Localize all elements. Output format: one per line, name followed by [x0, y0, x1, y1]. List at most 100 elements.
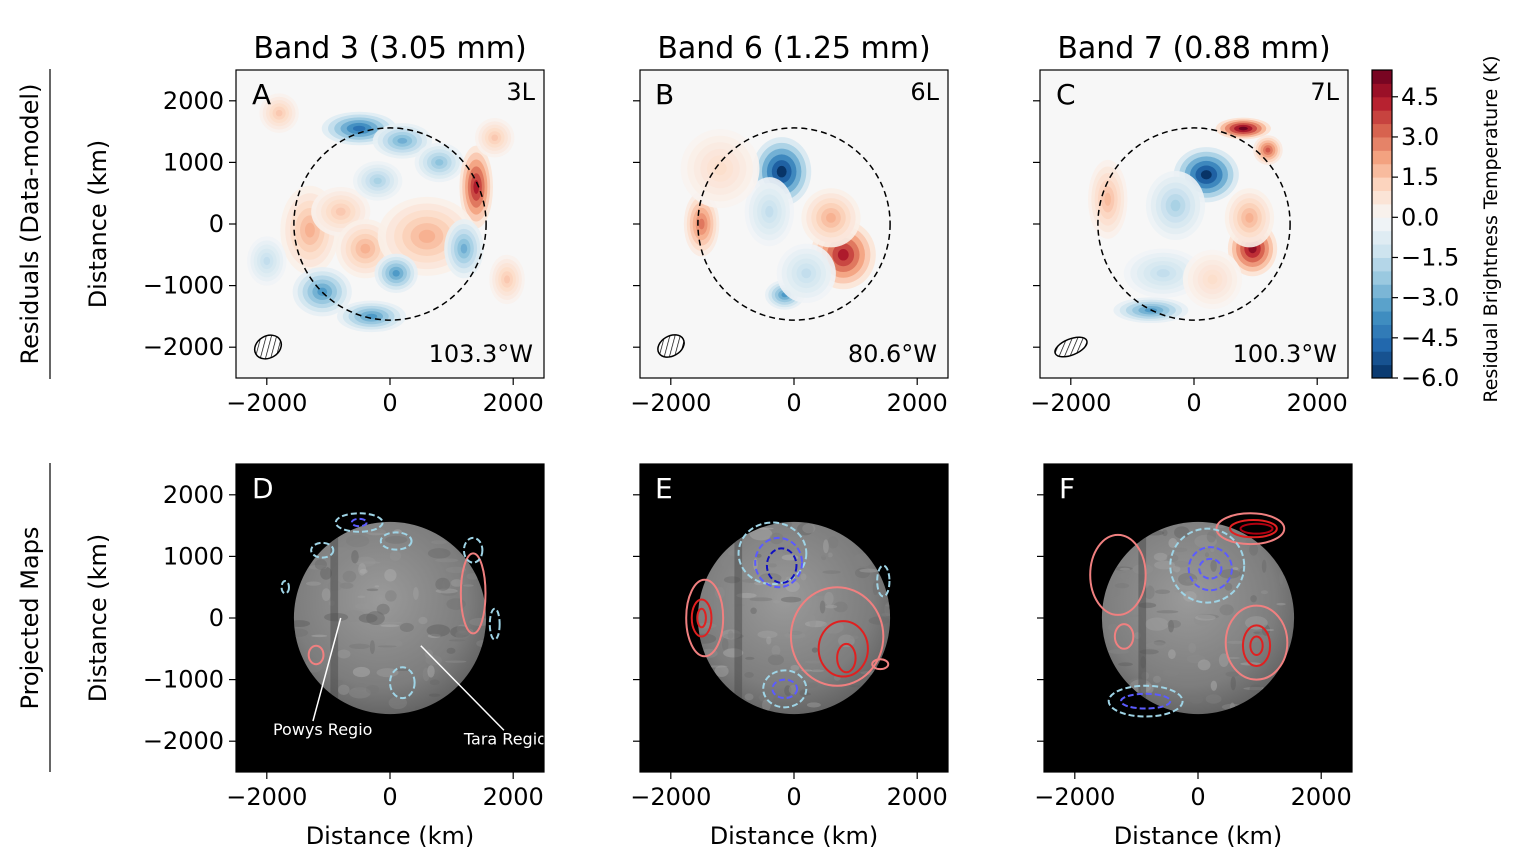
panel-f-surface-speckle	[1156, 610, 1179, 614]
panel-c-beam-icon	[1054, 336, 1088, 358]
panel-d-contour-3	[459, 552, 487, 635]
panel-d-surface-speckle	[389, 550, 402, 561]
colorbar-band-16	[1372, 150, 1392, 165]
panel-f-surface-speckle	[1261, 559, 1267, 573]
panel-f-surface-speckle	[1145, 641, 1167, 649]
colorbar-band-2	[1372, 337, 1392, 352]
colorbar-band-7	[1372, 270, 1392, 285]
colorbar-band-15	[1372, 163, 1392, 178]
panel-e-surface-speckle	[824, 591, 834, 606]
panel-f-surface-speckle	[1172, 565, 1181, 573]
colorbar-band-18	[1372, 123, 1392, 138]
panel-d-ylabel: Distance (km)	[84, 534, 112, 703]
panel-d-surface-speckle	[366, 611, 385, 626]
panel-c-residual-blob-2-level-6	[1238, 126, 1248, 131]
panel-f-contour-8	[1249, 635, 1264, 656]
panel-d-ytick-label-2: 0	[209, 604, 224, 632]
panel-a-ytick-label-4: −2000	[143, 333, 224, 361]
panel-f-surface-speckle	[1219, 604, 1234, 616]
colorbar-band-14	[1372, 177, 1392, 192]
panel-f-surface-speckle	[1276, 602, 1286, 606]
panel-d-surface-speckle	[377, 645, 397, 648]
colorbar-band-3	[1372, 324, 1392, 339]
panel-e-surface-speckle	[837, 634, 855, 648]
panel-d-surface-speckle	[450, 626, 471, 638]
panel-d-surface-speckle	[354, 683, 368, 691]
panel-d-surface-speckle	[448, 639, 466, 642]
panel-d-surface-speckle	[374, 585, 380, 588]
row-label-projected: Projected Maps	[16, 527, 44, 710]
panel-a-residual-blob-8-level-6	[392, 269, 400, 277]
colorbar-tick-label-4: −1.5	[1401, 243, 1459, 271]
panel-f-surface-speckle	[1107, 623, 1118, 631]
panel-f-surface-speckle	[1154, 589, 1171, 595]
panel-e-contour-11	[876, 564, 891, 598]
panel-f-surface-speckle	[1168, 649, 1176, 660]
panel-d-xtick-label-2: 2000	[483, 783, 544, 811]
panel-e-surface-speckle	[766, 636, 772, 645]
panel-d-surface-speckle	[358, 563, 367, 576]
panel-d-contour-2	[379, 531, 413, 551]
panel-e-surface-speckle	[806, 702, 821, 708]
panel-f-surface-speckle	[1118, 662, 1133, 667]
panel-b-residual-blob-6-level-6	[801, 268, 812, 279]
panel-e-surface-speckle	[720, 555, 739, 569]
panel-e-surface-speckle	[749, 527, 773, 541]
panel-e-surface-speckle	[785, 580, 800, 593]
panel-c-letter: C	[1056, 78, 1076, 111]
panel-f-contour-12	[1113, 623, 1135, 650]
panel-f-surface-speckle	[1153, 640, 1166, 646]
panel-e-contour-2	[765, 547, 798, 584]
colorbar-band-9	[1372, 244, 1392, 258]
panel-d-surface-speckle	[342, 570, 357, 583]
panel-e-surface-speckle	[823, 539, 829, 554]
panel-f: F −2000 0 2000 Distance (km)	[1034, 463, 1353, 850]
panel-f-contour-0	[1215, 512, 1286, 546]
panel-e-contour-10	[771, 678, 799, 700]
panel-d-surface-speckle	[314, 559, 327, 570]
panel-a-residual-blob-16-level-6	[263, 256, 271, 266]
panel-a-xtick-label-1: 0	[382, 389, 397, 417]
panel-b-xtick-label-0: −2000	[630, 389, 711, 417]
panel-f-contour-2	[1239, 522, 1274, 535]
panel-d-surface-speckle	[320, 566, 332, 580]
panel-d-surface-speckle	[399, 622, 414, 632]
panel-d-annotation-label-1: Tara Regio	[463, 729, 547, 748]
panel-f-surface-speckle	[1210, 547, 1215, 553]
panel-d-surface-speckle	[456, 624, 468, 634]
panel-d-contour-6	[389, 666, 416, 700]
panel-a-residual-blob-5-level-6	[335, 207, 346, 216]
panel-e-xlabel: Distance (km)	[710, 822, 879, 850]
panel-a-xtick-label-0: −2000	[226, 389, 307, 417]
panel-a-longitude: 103.3°W	[429, 340, 533, 368]
panel-d-surface-speckle	[342, 610, 366, 623]
panel-d-xtick-label-1: 0	[382, 783, 397, 811]
panel-e-contour-4	[690, 598, 713, 638]
panel-f-contour-11	[1120, 692, 1172, 710]
panel-f-surface-speckle	[1145, 617, 1169, 631]
panel-d-contour-1	[310, 541, 335, 559]
panel-c-residual-blob-1-level-6	[1170, 199, 1181, 212]
panel-f-surface-speckle	[1265, 629, 1275, 632]
panel-d-ytick-label-0: 2000	[163, 481, 224, 509]
panel-d-annotation-line-1	[420, 645, 505, 731]
panel-b-longitude: 80.6°W	[848, 340, 937, 368]
panel-e-contour-9	[762, 669, 808, 709]
panel-d-surface-speckle	[445, 660, 467, 663]
panel-a-residual-blob-0-level-6	[352, 125, 366, 132]
colorbar-band-22	[1372, 70, 1392, 84]
panel-f-contour-5	[1198, 557, 1223, 580]
panel-f-surface-speckle	[1153, 552, 1168, 561]
panel-c-residual-blob-9-level-6	[1207, 274, 1218, 285]
panel-d-surface-speckle	[435, 588, 458, 594]
colorbar-frame	[1371, 69, 1393, 379]
panel-f-surface-speckle	[1205, 694, 1222, 704]
panel-d-surface-speckle	[376, 668, 399, 678]
panel-f-surface-speckle	[1225, 671, 1240, 677]
panel-d-surface-band	[330, 521, 339, 715]
panel-e-surface-speckle	[809, 615, 816, 628]
panel-e-contour-0	[737, 521, 808, 586]
panel-e-surface-speckle	[758, 692, 774, 703]
panel-e-contour-5	[696, 607, 707, 629]
panel-a-residual-blob-15-level-6	[504, 275, 510, 284]
